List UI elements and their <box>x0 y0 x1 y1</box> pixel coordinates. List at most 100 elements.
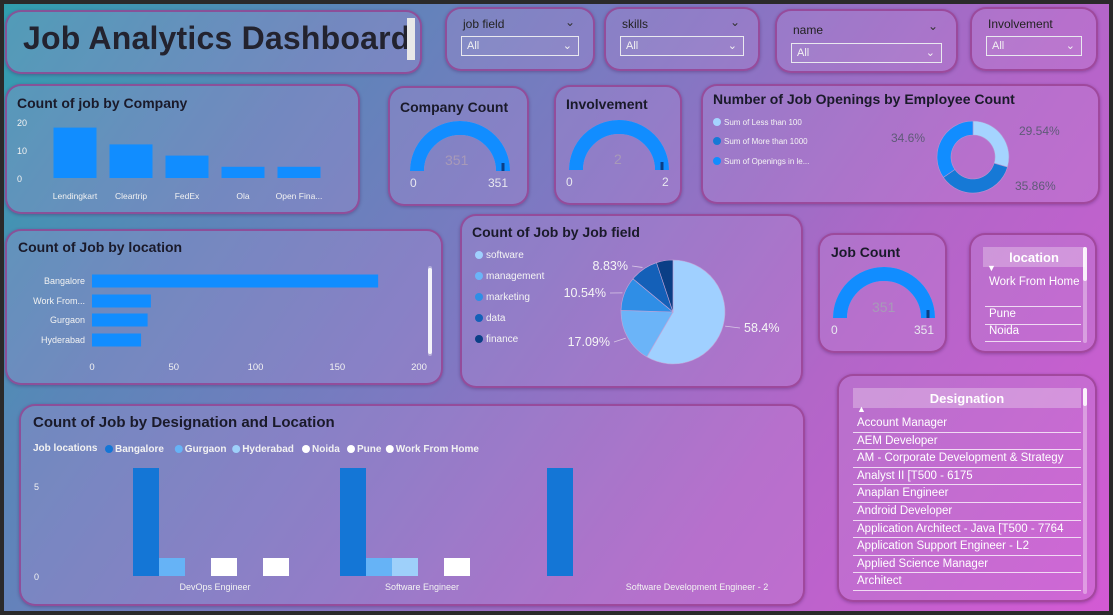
gauge-title: Company Count <box>400 99 509 115</box>
gauge-value: 351 <box>445 152 469 168</box>
chevron-up-icon[interactable]: ▲ <box>857 404 866 414</box>
y-tick-label: 0 <box>17 174 22 184</box>
bar <box>211 558 237 576</box>
bar <box>133 468 159 576</box>
legend-label: Hyderabad <box>242 444 294 455</box>
legend-swatch <box>174 445 183 453</box>
data-label: 10.54% <box>564 286 606 300</box>
chevron-down-icon[interactable]: ⌄ <box>564 15 575 29</box>
scrollbar-thumb[interactable] <box>428 268 432 354</box>
slicer-list-item[interactable]: AEM Developer <box>853 433 1081 451</box>
jobfield-pie-chart: 58.4% 17.09% 10.54% 8.83% <box>564 259 779 365</box>
chevron-down-icon: ⌄ <box>727 40 737 52</box>
bar <box>92 313 148 327</box>
bar <box>159 558 185 576</box>
slicer-header: location <box>983 247 1085 267</box>
data-label: 58.4% <box>744 321 779 335</box>
legend-item: finance <box>475 334 518 345</box>
gauge-fill <box>569 120 669 171</box>
scrollbar-thumb[interactable] <box>1083 247 1087 281</box>
dashboard-title-card: Job Analytics Dashboard <box>5 10 422 74</box>
involvement-slicer[interactable]: Involvement All ⌄ <box>970 7 1098 71</box>
chevron-down-icon: ⌄ <box>925 47 935 59</box>
legend-item: marketing <box>475 292 530 303</box>
slicer-list-item[interactable]: Application Support Engineer - L2 <box>853 538 1081 556</box>
slicer-label: Involvement <box>988 17 1053 31</box>
data-label: 29.54% <box>1019 124 1060 138</box>
legend-swatch <box>385 445 394 453</box>
gauge-min: 0 <box>831 323 838 337</box>
chart-title: Count of Job by Job field <box>472 224 640 240</box>
slicer-list-item[interactable]: Pune <box>985 308 1081 325</box>
slicer-list-item[interactable]: Account Manager <box>853 415 1081 433</box>
dashboard-title: Job Analytics Dashboard <box>23 20 411 56</box>
chevron-down-icon[interactable]: ▼ <box>987 263 996 273</box>
x-tick-label: 0 <box>89 362 94 373</box>
job-count-gauge <box>833 267 935 319</box>
legend-swatch <box>347 445 355 453</box>
company-bar-chart-card: Count of job by Company 0 10 20 Lendingkart… <box>5 84 360 214</box>
x-tick-label: Cleartrip <box>115 191 147 201</box>
x-tick-label: 50 <box>168 362 179 373</box>
bar <box>109 144 153 178</box>
slicer-dropdown[interactable]: All ⌄ <box>986 36 1082 56</box>
bar <box>444 558 470 576</box>
job-field-slicer[interactable]: job field ⌄ All ⌄ <box>445 7 595 71</box>
slicer-list-item[interactable]: Applied Science Manager <box>853 556 1081 574</box>
slicer-list-item[interactable]: Work From Home <box>985 275 1081 307</box>
leader-line <box>613 337 626 343</box>
chevron-down-icon: ⌄ <box>1065 40 1075 52</box>
data-label: 8.83% <box>593 259 628 273</box>
designation-bar-chart: Bangalore Gurgaon Hyderabad Noida Pune Work F… <box>34 444 769 592</box>
slicer-list-item[interactable]: AM - Corporate Development & Strategy <box>853 450 1081 468</box>
legend-label: data <box>486 313 506 324</box>
slicer-list-item[interactable]: Analyst II [T500 - 6175 <box>853 468 1081 486</box>
legend-label: Sum of Less than 100 <box>724 118 802 127</box>
x-tick-label: Ola <box>236 191 250 201</box>
legend-item: software <box>475 250 524 261</box>
legend-swatch <box>475 335 483 343</box>
bar <box>165 155 209 178</box>
slicer-label: job field <box>463 17 505 31</box>
y-tick-label: Hyderabad <box>41 335 85 345</box>
slicer-list-item[interactable]: Noida <box>985 325 1081 342</box>
y-tick-label: 0 <box>34 572 39 582</box>
slicer-dropdown[interactable]: All ⌄ <box>791 43 942 63</box>
legend-swatch <box>713 137 721 145</box>
chevron-down-icon: ⌄ <box>562 40 572 52</box>
x-tick-label: Software Development Engineer - 2 <box>626 582 769 592</box>
leader-line <box>631 265 643 268</box>
scrollbar-thumb[interactable] <box>1083 388 1087 406</box>
gauge-max: 2 <box>662 175 669 189</box>
slicer-scrollbar[interactable] <box>1083 388 1087 594</box>
y-tick-label: Work From... <box>33 296 85 306</box>
bar <box>53 127 97 178</box>
gauge-fill <box>833 267 935 319</box>
slicer-list-item[interactable]: Architect <box>853 573 1081 591</box>
chevron-down-icon[interactable]: ⌄ <box>927 19 938 33</box>
involvement-gauge-card: Involvement 2 0 2 <box>554 85 682 205</box>
slicer-list-item[interactable]: Application Architect - Java [T500 - 776… <box>853 521 1081 539</box>
bar <box>92 274 379 288</box>
slicer-dropdown[interactable]: All ⌄ <box>461 36 579 56</box>
location-bar-chart-card: Count of Job by location Bangalore Work F… <box>5 229 443 385</box>
slicer-value: All <box>797 47 810 59</box>
skills-slicer[interactable]: skills ⌄ All ⌄ <box>604 7 760 71</box>
slicer-list-item[interactable]: Android Developer <box>853 503 1081 521</box>
chart-title: Count of Job by Designation and Location <box>33 414 335 431</box>
legend-label: software <box>486 250 524 261</box>
slicer-scrollbar[interactable] <box>1083 247 1087 343</box>
chevron-down-icon[interactable]: ⌄ <box>729 15 740 29</box>
slicer-dropdown[interactable]: All ⌄ <box>620 36 744 56</box>
slicer-label: name <box>793 23 824 37</box>
bar <box>263 558 289 576</box>
y-tick-label: 10 <box>17 146 27 156</box>
pie-slice <box>656 259 674 313</box>
chart-title: Count of Job by location <box>18 239 183 255</box>
bar <box>366 558 392 576</box>
name-slicer[interactable]: name ⌄ All ⌄ <box>775 9 958 73</box>
data-label: 17.09% <box>568 335 610 349</box>
gauge-title: Involvement <box>566 96 648 112</box>
legend-swatch <box>105 445 113 453</box>
slicer-list-item[interactable]: Anaplan Engineer <box>853 485 1081 503</box>
